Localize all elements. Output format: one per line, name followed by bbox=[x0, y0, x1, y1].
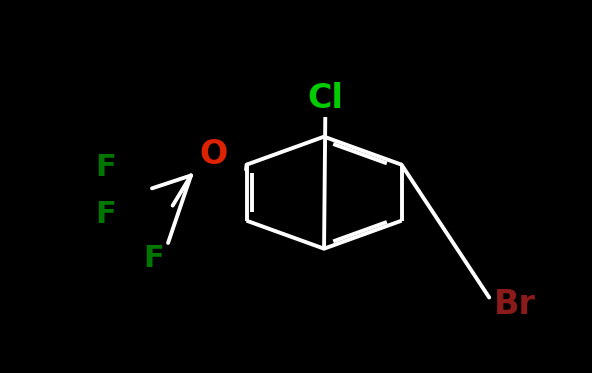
Text: Cl: Cl bbox=[307, 82, 343, 115]
Text: F: F bbox=[143, 244, 164, 273]
Text: F: F bbox=[95, 200, 116, 229]
Text: F: F bbox=[95, 153, 116, 182]
Text: Br: Br bbox=[494, 288, 536, 321]
Text: O: O bbox=[200, 138, 228, 171]
